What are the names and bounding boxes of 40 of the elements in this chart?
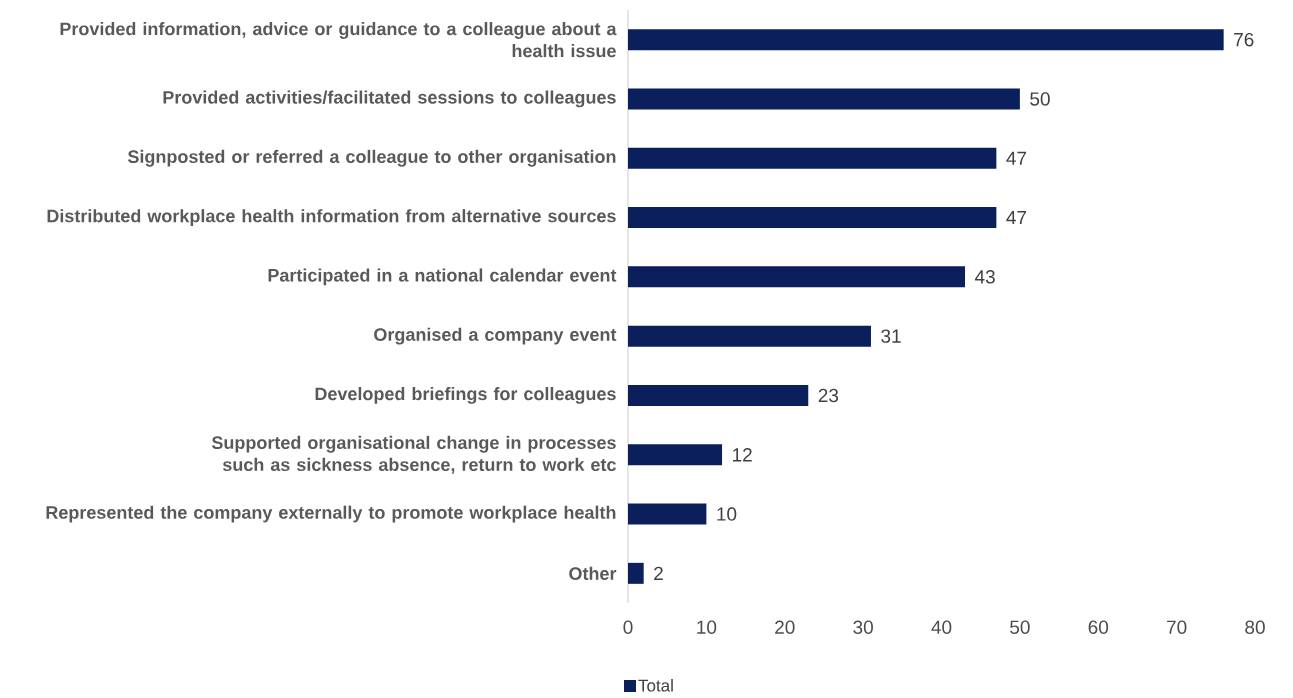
data-label: 43 [974, 270, 995, 284]
x-tick-label: 10 [697, 620, 717, 634]
data-label: 47 [1006, 211, 1027, 225]
bar [628, 325, 871, 347]
bar [628, 444, 723, 466]
x-tick-label: 0 [623, 620, 633, 634]
legend-label: Total [638, 679, 673, 692]
data-label: 2 [654, 566, 663, 580]
x-tick-label: 70 [1167, 620, 1187, 634]
x-tick-label: 20 [775, 620, 795, 634]
data-label: 31 [881, 329, 901, 343]
data-label: 23 [818, 388, 839, 403]
x-tick-label: 60 [1088, 620, 1109, 634]
data-label: 50 [1030, 92, 1050, 106]
y-tick-label: Provided activities/facilitated sessions to colleagues [163, 90, 616, 108]
y-tick-label: Provided information, advice or guidance to a colleague about a health issue [60, 22, 617, 58]
y-tick-label: Represented the company externally to promote workplace health [46, 505, 616, 523]
x-tick-label: 50 [1010, 620, 1030, 634]
x-tick-label: 80 [1245, 620, 1265, 634]
data-label: 12 [733, 448, 752, 462]
data-label: 76 [1234, 32, 1254, 47]
bar [628, 384, 809, 406]
bar [628, 266, 966, 288]
y-tick-label: Signposted or referred a colleague to other organisation [127, 149, 616, 167]
y-tick-label: Participated in a national calendar event [268, 268, 617, 286]
bar [628, 562, 644, 584]
bar [628, 147, 997, 169]
bar [628, 207, 997, 229]
data-label: 10 [717, 507, 737, 521]
bar [628, 88, 1020, 110]
x-tick-label: 30 [853, 620, 873, 634]
x-tick-label: 40 [931, 620, 952, 634]
bar [628, 29, 1224, 51]
y-tick-label: Distributed workplace health information from alternative sources [47, 209, 616, 226]
y-tick-label: Developed briefings for colleagues [315, 387, 616, 404]
data-label: 47 [1006, 151, 1027, 165]
y-tick-label: Organised a company event [374, 327, 617, 345]
y-tick-label: Other [569, 566, 617, 580]
y-tick-label: Supported organisational change in processes such as sickness absence, return to work etc [211, 435, 616, 474]
bar [628, 503, 707, 525]
